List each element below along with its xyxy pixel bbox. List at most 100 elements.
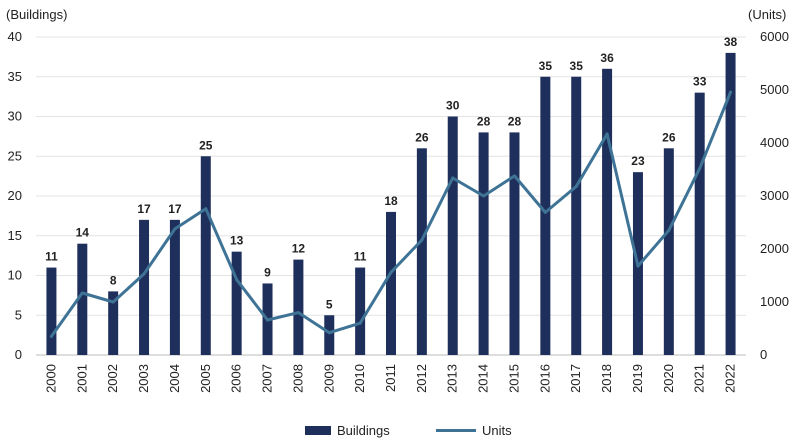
x-tick-label-2019: 2019 bbox=[630, 364, 645, 393]
legend-buildings-swatch bbox=[305, 426, 331, 435]
y-right-axis-label: (Units) bbox=[748, 7, 786, 22]
x-tick-label-2001: 2001 bbox=[74, 364, 89, 393]
y-right-tick-label: 0 bbox=[760, 347, 767, 362]
bar-2016 bbox=[540, 76, 551, 355]
data-label-2000: 11 bbox=[45, 250, 58, 264]
bar-2009 bbox=[324, 315, 335, 355]
units-point-2021 bbox=[698, 166, 702, 170]
x-tick-label-2022: 2022 bbox=[723, 364, 738, 393]
y-right-axis: 0 1000 2000 3000 4000 5000 6000 bbox=[760, 29, 789, 362]
data-label-2013: 30 bbox=[446, 99, 460, 113]
x-tick-label-2006: 2006 bbox=[229, 364, 244, 393]
units-point-2014 bbox=[482, 194, 486, 198]
y-left-tick-label: 15 bbox=[8, 228, 22, 243]
data-label-2010: 11 bbox=[354, 250, 367, 264]
units-point-2006 bbox=[235, 278, 239, 282]
data-label-2017: 35 bbox=[570, 59, 584, 73]
units-point-2012 bbox=[420, 238, 424, 242]
y-right-tick-label: 5000 bbox=[760, 82, 789, 97]
units-point-2020 bbox=[667, 228, 671, 232]
data-label-2001: 14 bbox=[76, 226, 90, 240]
x-tick-label-2016: 2016 bbox=[537, 364, 552, 393]
data-label-2014: 28 bbox=[477, 114, 491, 128]
bar-2015 bbox=[509, 132, 520, 355]
units-point-2009 bbox=[327, 331, 331, 335]
bar-2008 bbox=[293, 259, 304, 355]
units-point-2019 bbox=[636, 264, 640, 268]
data-label-2022: 38 bbox=[724, 35, 738, 49]
units-line-series bbox=[49, 90, 733, 338]
legend-buildings-label: Buildings bbox=[337, 423, 390, 438]
bar-2017 bbox=[571, 76, 582, 355]
bar-2013 bbox=[447, 116, 458, 355]
x-tick-label-2013: 2013 bbox=[445, 364, 460, 393]
units-point-2016 bbox=[543, 210, 547, 214]
x-tick-label-2017: 2017 bbox=[568, 364, 583, 393]
y-left-tick-label: 10 bbox=[8, 268, 22, 283]
units-point-2005 bbox=[204, 207, 208, 211]
y-left-tick-label: 5 bbox=[15, 307, 22, 322]
data-label-2019: 23 bbox=[631, 154, 645, 168]
bar-2003 bbox=[139, 219, 150, 355]
bar-2012 bbox=[416, 148, 427, 355]
x-tick-label-2002: 2002 bbox=[105, 364, 120, 393]
y-left-tick-label: 35 bbox=[8, 69, 22, 84]
bar-2001 bbox=[77, 243, 88, 355]
units-point-2018 bbox=[605, 132, 609, 136]
bar-2002 bbox=[108, 291, 119, 355]
y-right-tick-label: 2000 bbox=[760, 241, 789, 256]
data-label-2005: 25 bbox=[199, 138, 213, 152]
buildings-bars bbox=[46, 52, 736, 356]
bar-2006 bbox=[231, 251, 242, 355]
bar-2011 bbox=[386, 211, 396, 355]
bar-2021 bbox=[694, 92, 705, 356]
bar-2018 bbox=[602, 68, 613, 356]
data-label-2008: 12 bbox=[292, 242, 306, 256]
units-point-2010 bbox=[358, 321, 362, 325]
x-tick-label-2008: 2008 bbox=[290, 364, 305, 393]
data-label-2015: 28 bbox=[508, 114, 522, 128]
units-point-2015 bbox=[512, 174, 516, 178]
y-right-tick-label: 1000 bbox=[760, 294, 789, 309]
x-tick-label-2010: 2010 bbox=[352, 364, 367, 393]
x-tick-label-2007: 2007 bbox=[260, 364, 275, 393]
x-tick-label-2009: 2009 bbox=[321, 364, 336, 393]
data-label-2021: 33 bbox=[693, 75, 707, 89]
gridlines bbox=[36, 36, 746, 356]
units-point-2002 bbox=[111, 300, 115, 304]
x-tick-label-2003: 2003 bbox=[136, 364, 151, 393]
units-point-2000 bbox=[49, 334, 53, 338]
x-tick-label-2004: 2004 bbox=[167, 364, 182, 393]
data-label-2004: 17 bbox=[168, 202, 182, 216]
y-right-tick-label: 4000 bbox=[760, 135, 789, 150]
x-tick-label-2012: 2012 bbox=[414, 364, 429, 393]
data-label-2009: 5 bbox=[326, 297, 333, 311]
data-label-2012: 26 bbox=[415, 130, 429, 144]
y-right-tick-label: 6000 bbox=[760, 29, 789, 44]
legend: Buildings Units bbox=[305, 423, 512, 438]
y-left-tick-label: 25 bbox=[8, 148, 22, 163]
x-tick-label-2015: 2015 bbox=[506, 364, 521, 393]
x-tick-label-2021: 2021 bbox=[692, 364, 707, 393]
units-point-2011 bbox=[389, 270, 393, 274]
x-axis: 2000 2001 2002 2003 2004 2005 2006 2007 2008 2009… bbox=[43, 364, 737, 393]
units-point-2004 bbox=[173, 227, 177, 231]
y-left-axis-label: (Buildings) bbox=[6, 7, 67, 22]
data-label-2003: 17 bbox=[137, 202, 151, 216]
data-label-2007: 9 bbox=[264, 265, 271, 279]
units-point-2013 bbox=[451, 176, 455, 180]
x-tick-label-2011: 2011 bbox=[383, 364, 398, 392]
data-labels: 11 14 8 17 17 25 13 9 12 5 11 18 26 30 28 28 35 35 36 23 26 3… bbox=[45, 35, 737, 311]
data-label-2020: 26 bbox=[662, 130, 676, 144]
y-left-tick-label: 20 bbox=[8, 188, 22, 203]
y-left-axis: 0 5 10 15 20 25 30 35 40 bbox=[8, 29, 22, 362]
data-label-2011: 18 bbox=[384, 194, 398, 208]
data-label-2006: 13 bbox=[230, 234, 244, 248]
units-point-2003 bbox=[142, 272, 146, 276]
units-point-2007 bbox=[266, 318, 270, 322]
x-tick-label-2000: 2000 bbox=[43, 364, 58, 393]
bar-2005 bbox=[200, 156, 211, 355]
data-label-2016: 35 bbox=[539, 59, 553, 73]
bar-2000 bbox=[46, 267, 57, 355]
units-point-2022 bbox=[729, 90, 733, 94]
